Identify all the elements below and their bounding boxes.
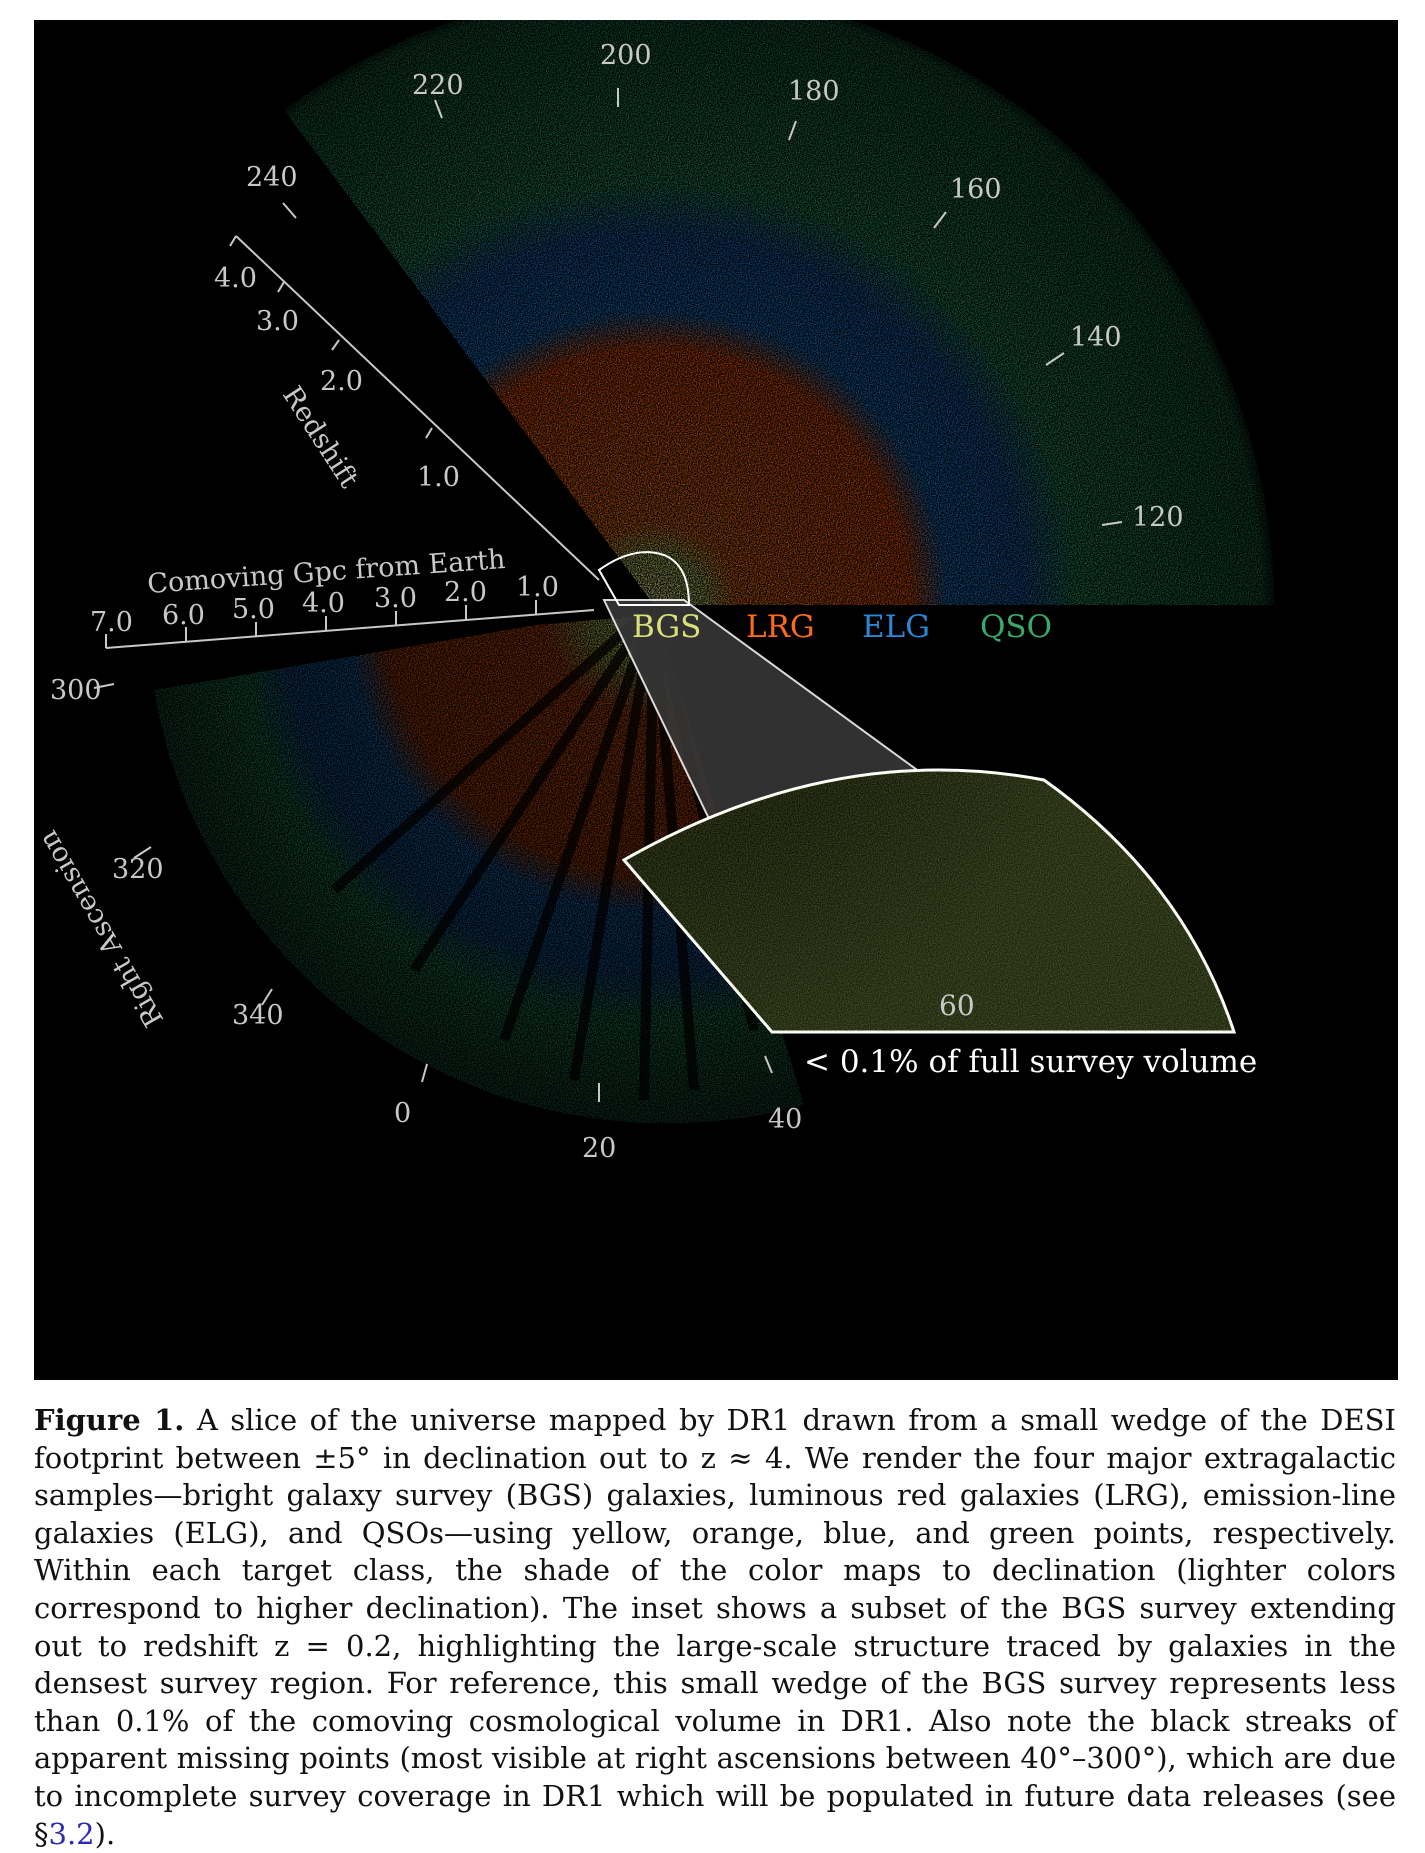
legend-qso: QSO [980, 609, 1052, 645]
ra-tick-200: 200 [600, 40, 652, 71]
redshift-axis-title: Redshift [276, 381, 364, 494]
redshift-gap [234, 200, 654, 605]
comoving-tick-4: 4.0 [302, 588, 345, 619]
figure-panel: 60 < 0.1% of full survey volume 1.0 2.0 … [34, 20, 1398, 1380]
redshift-tick-3: 3.0 [256, 306, 299, 337]
bgs-wedge-outline [597, 551, 691, 606]
ra-tick-160: 160 [950, 174, 1002, 205]
section-reference-link[interactable]: 3.2 [48, 1816, 95, 1851]
ra-tick-180: 180 [788, 76, 840, 107]
redshift-tick-2: 2.0 [320, 366, 363, 397]
ra-tick-320: 320 [112, 854, 164, 885]
ra-tick-0: 0 [394, 1098, 411, 1129]
figure-caption: Figure 1. A slice of the universe mapped… [34, 1402, 1396, 1853]
ra-tick-300: 300 [50, 675, 102, 706]
axis-gap [114, 605, 654, 660]
ra-tick-40: 40 [768, 1104, 802, 1135]
redshift-tick-1: 1.0 [417, 462, 460, 493]
comoving-tick-7: 7.0 [90, 607, 133, 638]
comoving-tick-3: 3.0 [374, 583, 417, 614]
upper-survey-wedge [284, 20, 1274, 605]
comoving-tick-5: 5.0 [232, 594, 275, 625]
caption-text-end: ). [94, 1816, 116, 1851]
comoving-tick-1: 1.0 [516, 572, 559, 603]
comoving-tick-6: 6.0 [162, 600, 205, 631]
ra-tick-120: 120 [1132, 502, 1184, 533]
ra-tick-20: 20 [582, 1133, 616, 1164]
ra-tick-140: 140 [1070, 322, 1122, 353]
ra-ticks [93, 88, 1123, 1102]
comoving-tick-2: 2.0 [444, 577, 487, 608]
caption-figure-label: Figure 1. [34, 1403, 185, 1437]
comoving-axis [105, 600, 595, 649]
legend: BGS LRG ELG QSO [632, 609, 1052, 645]
inset-note: < 0.1% of full survey volume [804, 1044, 1257, 1080]
ra-tick-340: 340 [232, 1000, 284, 1031]
ra-tick-220: 220 [412, 70, 464, 101]
legend-lrg: LRG [746, 609, 815, 645]
ra-tick-240: 240 [246, 162, 298, 193]
caption-text: A slice of the universe mapped by DR1 dr… [34, 1403, 1396, 1851]
redshift-axis [229, 235, 600, 581]
redshift-tick-4: 4.0 [214, 263, 257, 294]
survey-map: 60 < 0.1% of full survey volume 1.0 2.0 … [34, 20, 1274, 1164]
inset-filaments [624, 770, 1234, 1032]
inset-faint-label: 60 [939, 989, 975, 1022]
legend-bgs: BGS [632, 609, 701, 645]
legend-elg: ELG [862, 609, 930, 645]
